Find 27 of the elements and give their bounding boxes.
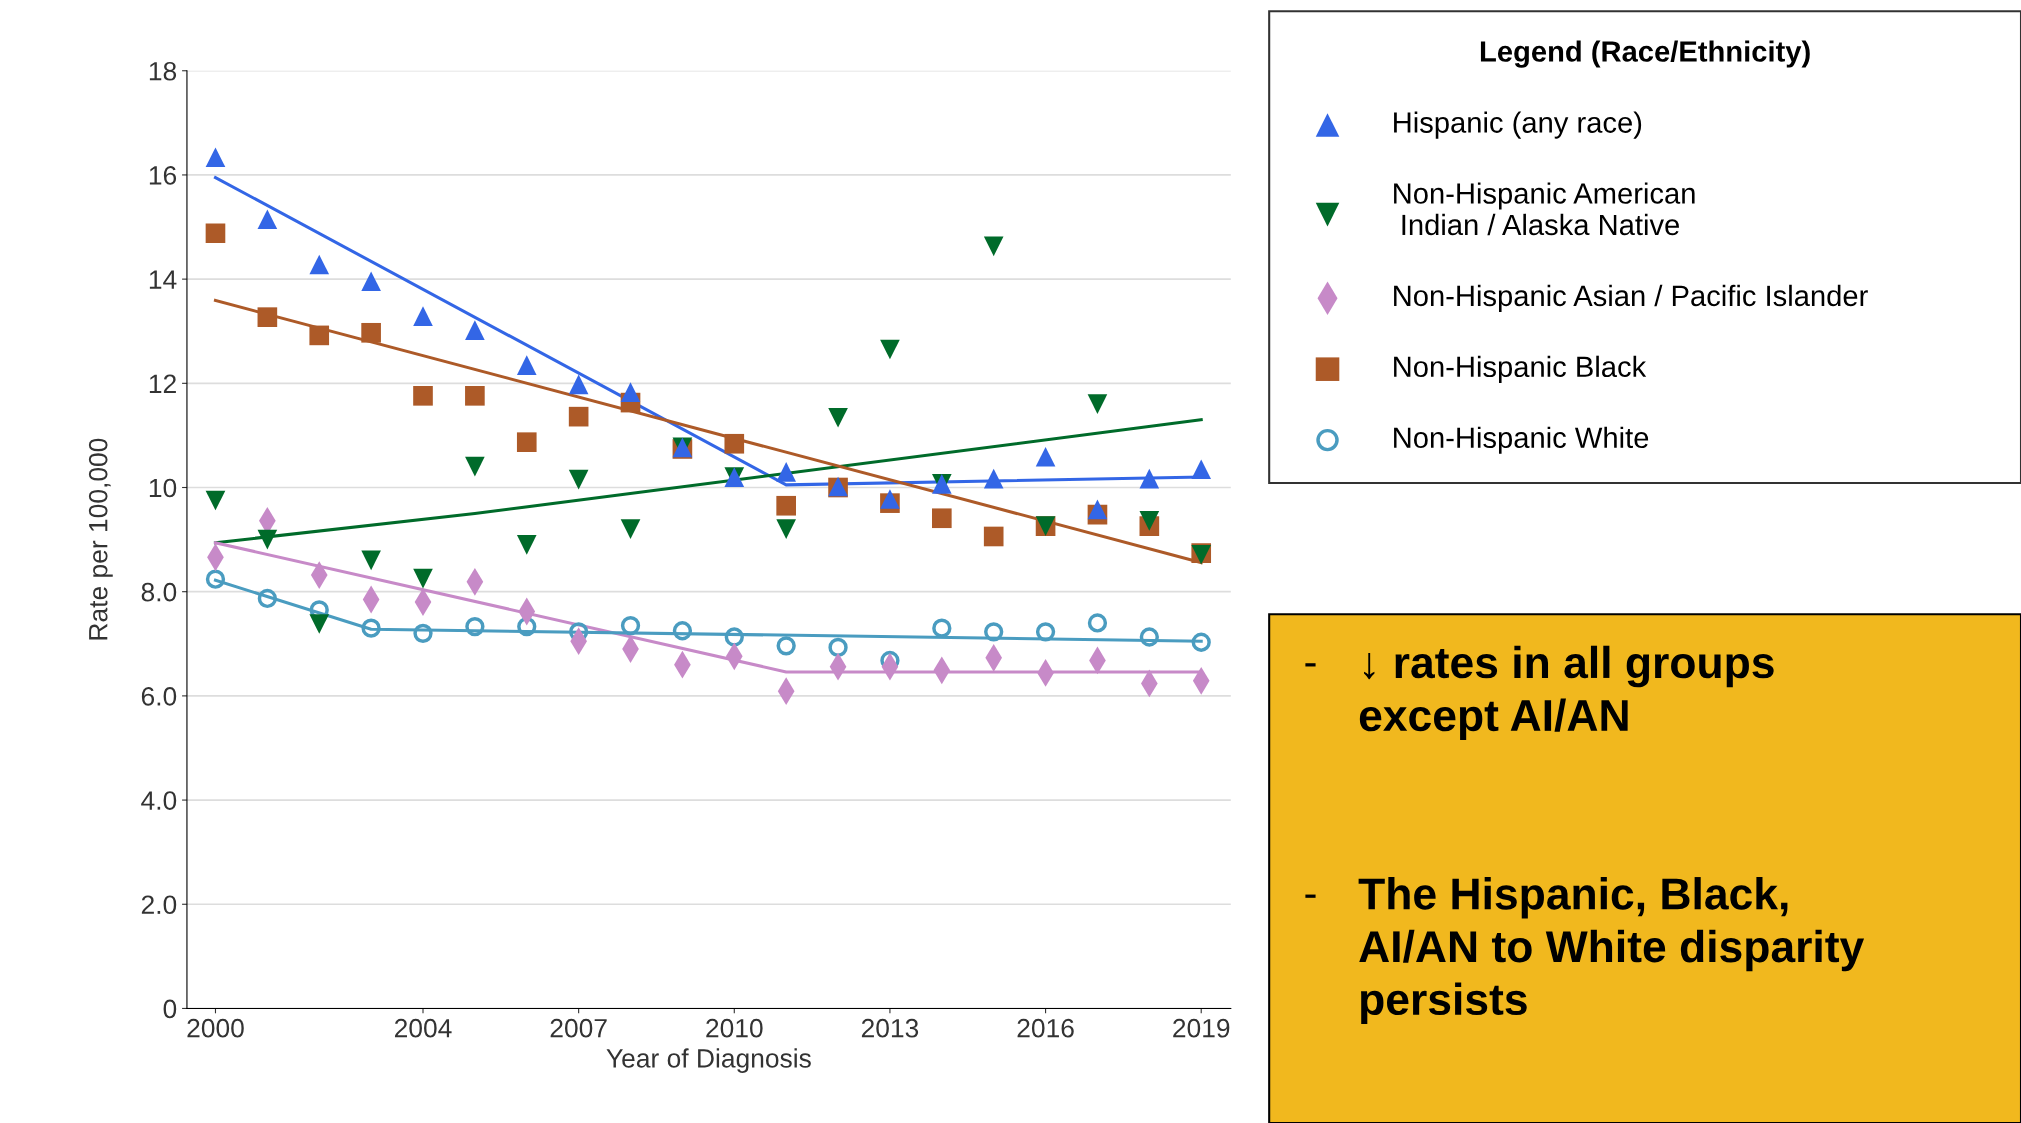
legend-label: Non-Hispanic Black	[1394, 355, 1647, 383]
x-tick-label: 2000	[187, 1018, 244, 1038]
y-tick-label: 8.0	[141, 582, 177, 602]
y-tick-label: 10	[149, 478, 177, 498]
y-axis-title: Rate per 100,000	[88, 438, 113, 640]
y-tick-label: 18	[149, 61, 177, 81]
y-tick-label: 2.0	[141, 895, 177, 915]
y-tick-label: 16	[149, 166, 177, 185]
legend-title: Legend (Race/Ethnicity)	[1480, 40, 1810, 68]
text: - ↓ rates in all groups except AI/AN	[1305, 645, 1774, 741]
legend-label: Non-Hispanic American Indian / Alaska Native	[1394, 182, 1695, 236]
x-tick-label: 2016	[1017, 1018, 1074, 1038]
x-tick-label: 2010	[706, 1018, 763, 1038]
legend-label: Hispanic (any race)	[1394, 111, 1642, 139]
text: - The Hispanic, Black, AI/AN to White disparity persists	[1305, 877, 1865, 1024]
y-tick-label: 0	[163, 999, 177, 1019]
x-tick-label: 2004	[394, 1018, 452, 1038]
y-tick-label: 12	[149, 374, 176, 393]
legend-label: Non-Hispanic Asian / Pacific Islander	[1394, 284, 1868, 312]
y-tick-label: 4.0	[141, 791, 177, 810]
y-tick-label: 14	[149, 270, 177, 289]
x-tick-label: 2019	[1173, 1018, 1230, 1038]
x-tick-label: 2007	[550, 1018, 607, 1038]
y-tick-label: 6.0	[141, 687, 177, 706]
x-tick-label: 2013	[861, 1018, 919, 1038]
legend-label: Non-Hispanic White	[1394, 426, 1649, 454]
x-axis-title: Year of Diagnosis	[606, 1048, 811, 1073]
